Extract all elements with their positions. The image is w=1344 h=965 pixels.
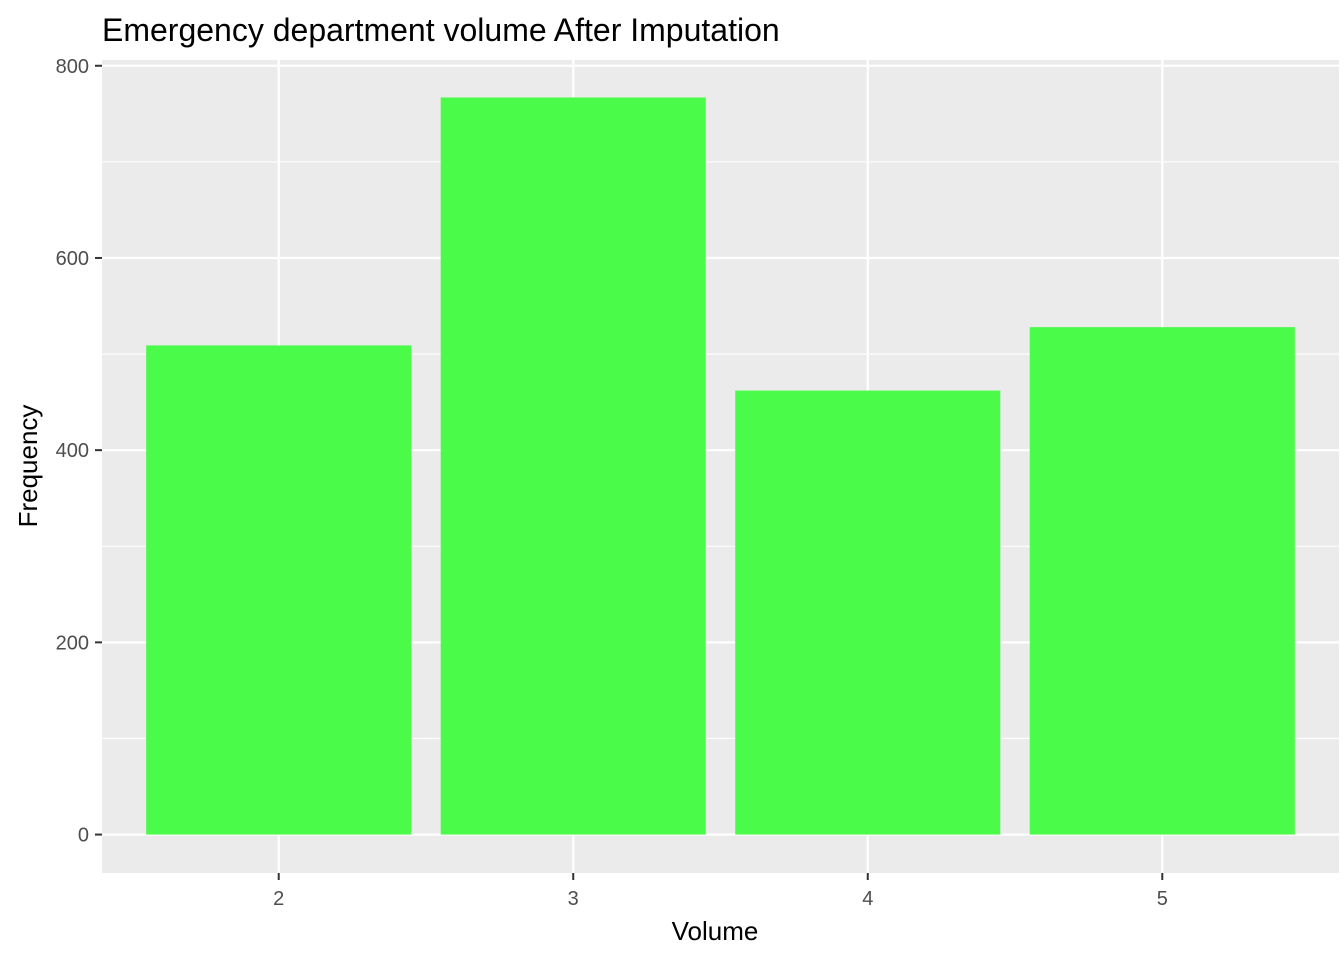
x-axis: 2 3 4 5 (273, 873, 1168, 910)
bars-group (146, 97, 1295, 835)
bar-4 (735, 390, 1001, 835)
y-tick-label: 800 (56, 56, 89, 78)
chart-title: Emergency department volume After Imputa… (102, 12, 780, 48)
y-axis-title: Frequency (13, 405, 43, 528)
x-tick-label: 4 (862, 888, 873, 910)
x-tick-label: 2 (273, 888, 284, 910)
y-tick-label: 600 (56, 248, 89, 270)
y-tick-label: 0 (78, 825, 89, 847)
y-tick-label: 200 (56, 632, 89, 654)
x-axis-title: Volume (672, 916, 759, 946)
x-tick-label: 5 (1157, 888, 1168, 910)
x-tick-label: 3 (568, 888, 579, 910)
y-tick-label: 400 (56, 440, 89, 462)
y-axis: 0 200 400 600 800 (56, 56, 102, 847)
bar-2 (146, 345, 412, 835)
bar-5 (1029, 327, 1295, 835)
bar-3 (440, 97, 706, 835)
